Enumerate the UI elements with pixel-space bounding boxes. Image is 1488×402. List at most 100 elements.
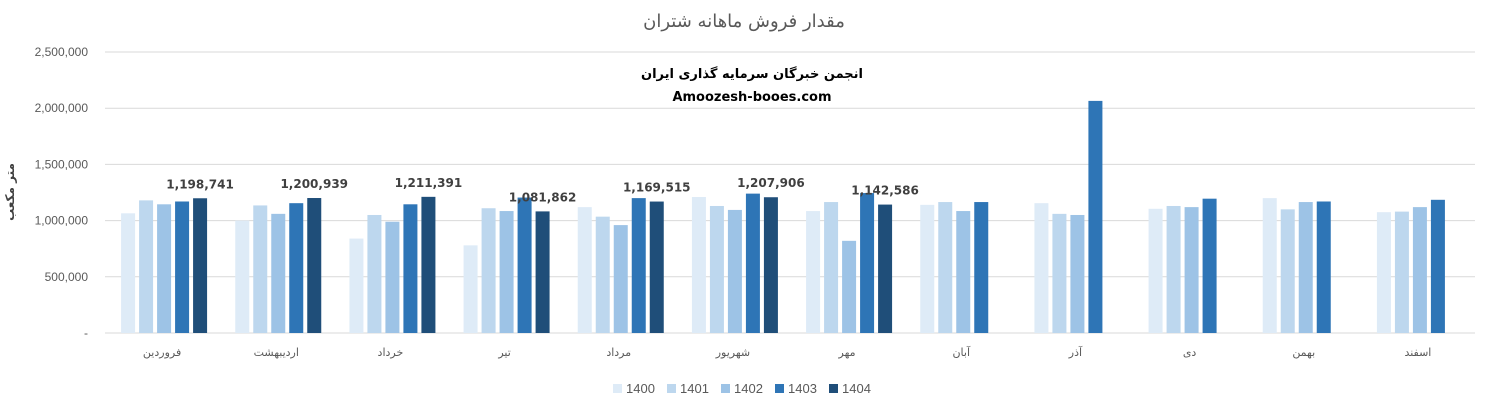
- bar: [175, 201, 190, 333]
- bar: [763, 197, 778, 333]
- data-label: 1,142,586: [851, 184, 919, 198]
- data-label: 1,207,906: [737, 176, 805, 190]
- annotation-org: انجمن خبرگان سرمایه گذاری ایران: [641, 66, 863, 82]
- x-tick-label: آبان: [952, 345, 970, 359]
- y-tick-label: 500,000: [45, 270, 89, 284]
- y-tick-label: 2,000,000: [35, 101, 89, 115]
- bar: [1034, 203, 1049, 333]
- legend-entry: 1403: [788, 381, 817, 396]
- bar: [499, 211, 514, 333]
- data-label: 1,169,515: [623, 181, 691, 195]
- data-label: 1,081,862: [509, 190, 577, 204]
- bar: [613, 225, 628, 333]
- annotation-site: Amoozesh-booes.com: [672, 90, 831, 105]
- legend-swatch: [667, 384, 676, 393]
- y-tick-label: 2,500,000: [35, 45, 89, 59]
- bar: [878, 204, 893, 333]
- bar: [1184, 207, 1199, 333]
- x-tick-label: مهر: [838, 346, 856, 359]
- bar: [709, 205, 724, 333]
- bar: [595, 216, 610, 333]
- x-tick-label: خرداد: [378, 346, 404, 359]
- x-tick-label: مرداد: [606, 346, 631, 359]
- bar: [157, 204, 172, 333]
- bar: [121, 213, 136, 333]
- legend-swatch: [829, 384, 838, 393]
- y-tick-label: 1,000,000: [35, 214, 89, 228]
- bar: [349, 238, 364, 333]
- bar: [1430, 199, 1445, 333]
- legend-entry: 1402: [734, 381, 763, 396]
- y-axis-label: متر مکعب: [3, 163, 17, 221]
- bar: [403, 204, 418, 333]
- legend-swatch: [775, 384, 784, 393]
- bar: [517, 197, 532, 333]
- bar: [1088, 100, 1103, 333]
- bar: [253, 205, 268, 333]
- bar: [920, 204, 935, 333]
- legend-entry: 1404: [842, 381, 871, 396]
- chart-title: مقدار فروش ماهانه شتران: [643, 11, 845, 32]
- bar: [1202, 198, 1217, 333]
- bar: [649, 201, 664, 333]
- x-tick-label: فروردین: [143, 346, 181, 359]
- x-tick-label: اردیبهشت: [254, 346, 299, 359]
- x-tick-label: اسفند: [1404, 346, 1431, 359]
- bar: [139, 200, 154, 333]
- bar: [1166, 205, 1181, 333]
- bar: [421, 196, 436, 333]
- y-tick-label: -: [84, 326, 88, 340]
- bar: [463, 245, 478, 333]
- bar: [745, 193, 760, 333]
- bar: [1052, 213, 1067, 333]
- bar: [193, 198, 208, 333]
- bar: [577, 207, 592, 333]
- bar: [307, 198, 322, 333]
- bar: [727, 209, 742, 333]
- legend: 1400 1401 1402 1403 1404: [613, 381, 871, 396]
- gridlines: [105, 51, 1475, 334]
- bar: [1394, 211, 1409, 333]
- data-label: 1,198,741: [166, 177, 234, 191]
- y-tick-label: 1,500,000: [35, 157, 89, 171]
- x-tick-label: بهمن: [1292, 346, 1315, 359]
- bar: [1376, 212, 1391, 333]
- x-tick-label: دی: [1183, 346, 1197, 359]
- legend-swatch: [613, 384, 622, 393]
- bar: [956, 211, 971, 333]
- y-axis-ticks: - 500,000 1,000,000 1,500,000 2,000,000 2,500…: [35, 45, 89, 340]
- bar: [806, 211, 821, 333]
- legend-entry: 1401: [680, 381, 709, 396]
- data-label: 1,211,391: [395, 176, 463, 190]
- bar: [1070, 214, 1085, 333]
- bar: [1298, 202, 1313, 333]
- bar: [235, 220, 250, 333]
- bar: [481, 208, 496, 333]
- bar: [938, 202, 953, 333]
- bar: [1280, 209, 1295, 333]
- x-tick-label: تیر: [497, 346, 510, 359]
- bar: [367, 214, 382, 333]
- x-axis-ticks: فروردین اردیبهشت خرداد تیر مرداد شهریور مهر آبا…: [143, 345, 1431, 359]
- legend-entry: 1400: [626, 381, 655, 396]
- bar: [385, 221, 400, 333]
- bar: [974, 202, 989, 333]
- bar: [1148, 208, 1163, 333]
- data-labels: 1,198,741 1,200,939 1,211,391 1,081,862 1,16…: [166, 176, 919, 205]
- x-tick-label: شهریور: [715, 346, 750, 359]
- bar: [271, 213, 286, 333]
- bar: [842, 240, 857, 333]
- bar: [289, 203, 304, 333]
- bar: [1262, 198, 1277, 333]
- bar: [860, 193, 875, 333]
- x-tick-label: آذر: [1068, 345, 1083, 359]
- data-label: 1,200,939: [280, 177, 348, 191]
- bar: [535, 211, 550, 333]
- bar: [824, 202, 839, 333]
- bar: [631, 198, 646, 333]
- bar: [1316, 201, 1331, 333]
- bar: [691, 196, 706, 333]
- bar: [1412, 207, 1427, 333]
